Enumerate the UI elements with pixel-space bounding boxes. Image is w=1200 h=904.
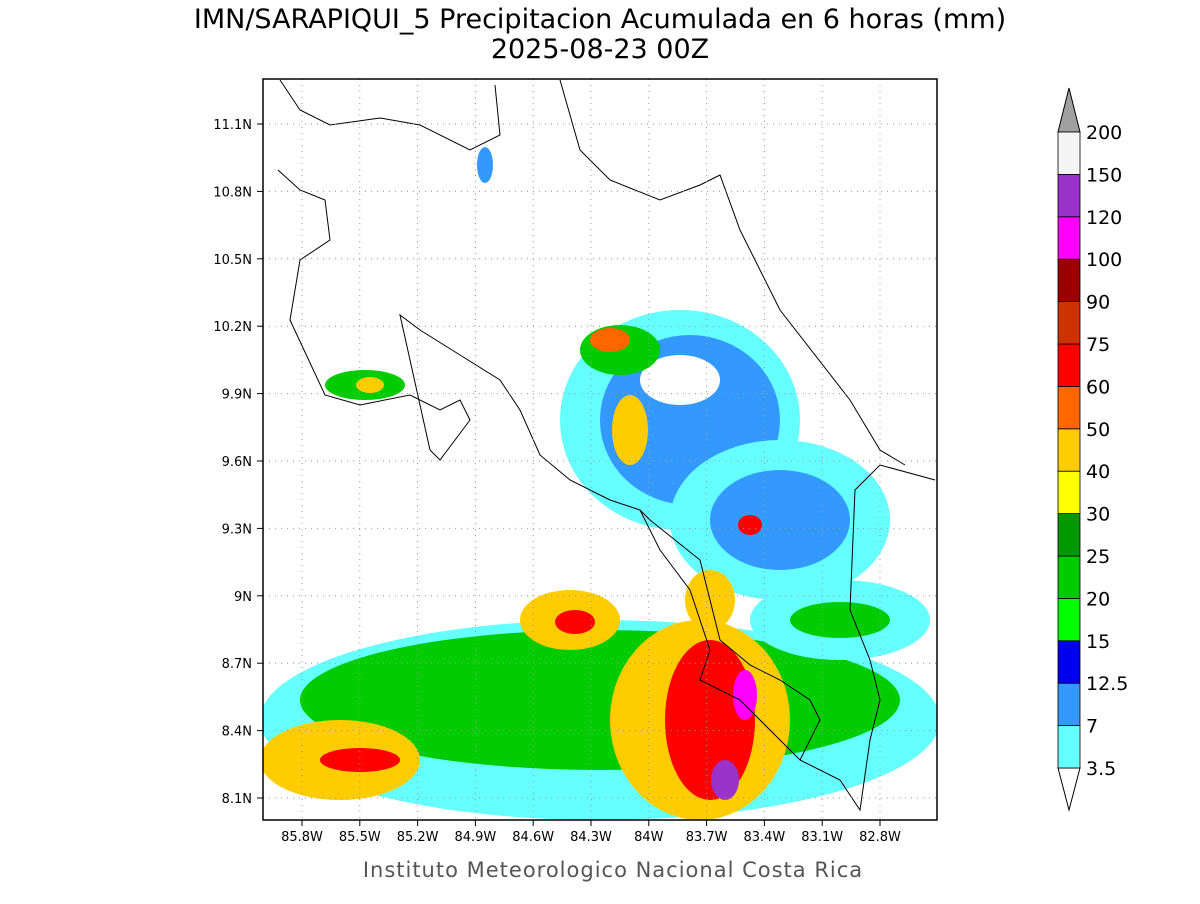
lat-label: 9.6N: [222, 455, 252, 470]
colorbar-box: [1057, 385, 1081, 430]
colorbar-box: [1057, 258, 1081, 303]
lon-label: 85.8W: [281, 830, 323, 845]
colorbar-label: 40: [1086, 461, 1110, 483]
colorbar-label: 30: [1086, 504, 1110, 526]
colorbar-box: [1057, 173, 1081, 218]
title: IMN/SARAPIQUI_5 Precipitacion Acumulada …: [194, 4, 1006, 35]
colorbar-label: 7: [1086, 716, 1098, 738]
subtitle: 2025-08-23 00Z: [491, 34, 709, 65]
footer: Instituto Meteorologico Nacional Costa R…: [363, 858, 863, 882]
lat-label: 9N: [234, 590, 252, 605]
colorbar-label: 15: [1086, 631, 1110, 653]
colorbar-below: [1057, 767, 1081, 812]
lon-label: 83.4W: [743, 830, 785, 845]
lat-label: 9.3N: [222, 522, 252, 537]
lon-label: 85.5W: [339, 830, 381, 845]
colorbar-label: 90: [1086, 292, 1110, 314]
colorbar-box: [1057, 343, 1081, 387]
colorbar-label: 150: [1086, 164, 1122, 186]
lon-label: 83.1W: [801, 830, 843, 845]
lat-label: 8.1N: [222, 792, 252, 807]
colorbar: 3.5 7 12.5 15 20 25 30 40 50 60 75 90 100 120 150 200: [1057, 87, 1128, 812]
colorbar-box: [1057, 131, 1081, 175]
colorbar-label: 60: [1086, 376, 1110, 398]
colorbar-label: 50: [1086, 419, 1110, 441]
colorbar-box: [1057, 216, 1081, 260]
colorbar-label: 3.5: [1086, 758, 1116, 780]
precip-field: [263, 79, 937, 820]
colorbar-box: [1057, 682, 1081, 727]
colorbar-label: 75: [1086, 334, 1110, 356]
lon-label: 83.7W: [686, 830, 728, 845]
lat-label: 10.5N: [213, 253, 252, 268]
lat-label: 9.9N: [222, 388, 252, 403]
lat-label: 11.1N: [213, 118, 252, 133]
colorbar-label: 20: [1086, 588, 1110, 610]
lat-label: 8.7N: [222, 657, 252, 672]
colorbar-label: 25: [1086, 546, 1110, 568]
colorbar-box: [1057, 428, 1081, 472]
lon-label: 84W: [634, 830, 664, 845]
colorbar-box: [1057, 598, 1081, 642]
lat-label: 10.8N: [213, 185, 252, 200]
colorbar-label: 200: [1086, 122, 1122, 144]
colorbar-above: [1057, 87, 1081, 133]
colorbar-label: 120: [1086, 207, 1122, 229]
colorbar-label: 12.5: [1086, 673, 1128, 695]
lon-label: 82.8W: [859, 830, 901, 845]
map-axes: 85.8W 85.5W 85.2W 84.9W 84.6W 84.3W 84W 83.7W 83…: [213, 79, 937, 845]
lon-label: 84.9W: [454, 830, 496, 845]
colorbar-box: [1057, 640, 1081, 684]
lon-label: 85.2W: [397, 830, 439, 845]
lat-label: 8.4N: [222, 725, 252, 740]
map-frame: [262, 78, 938, 821]
lon-label: 84.3W: [570, 830, 612, 845]
lon-label: 84.6W: [512, 830, 554, 845]
colorbar-box: [1057, 513, 1081, 557]
colorbar-label: 100: [1086, 249, 1122, 271]
lat-label: 10.2N: [213, 320, 252, 335]
colorbar-box: [1057, 725, 1081, 769]
colorbar-box: [1057, 470, 1081, 515]
colorbar-box: [1057, 301, 1081, 345]
colorbar-box: [1057, 555, 1081, 599]
